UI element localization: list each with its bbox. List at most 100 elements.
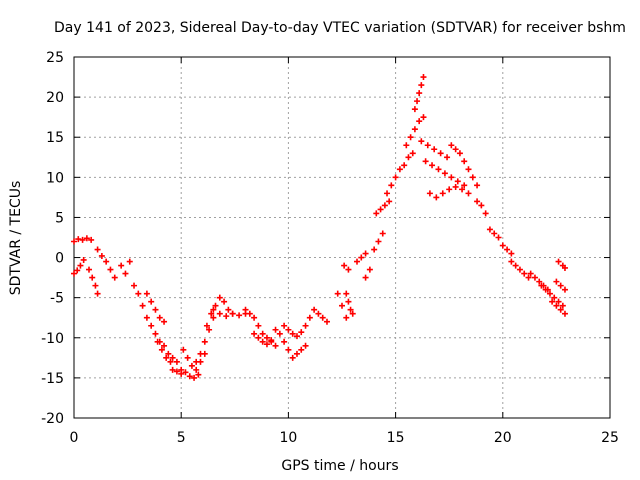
- data-point: [259, 338, 266, 345]
- series-arc-ad: [426, 183, 472, 201]
- data-point: [161, 342, 168, 349]
- series-arc-h: [154, 338, 174, 365]
- data-point: [319, 314, 326, 321]
- data-point: [154, 338, 161, 345]
- data-point: [392, 174, 399, 181]
- data-point: [75, 236, 82, 243]
- data-point: [206, 326, 213, 333]
- data-point: [94, 246, 101, 253]
- y-tick-label: 0: [55, 251, 64, 267]
- data-point: [191, 374, 198, 381]
- x-tick-label: 5: [177, 430, 186, 446]
- data-point: [122, 270, 129, 277]
- series-arc-ac: [422, 158, 468, 189]
- data-point: [94, 290, 101, 297]
- data-point: [158, 346, 165, 353]
- data-point: [381, 202, 388, 209]
- tick-marks: [73, 56, 611, 419]
- data-point: [516, 266, 523, 273]
- data-point: [512, 262, 519, 269]
- data-point: [531, 274, 538, 281]
- data-point: [557, 282, 564, 289]
- series-arc-u: [343, 290, 356, 317]
- grid: [74, 57, 610, 418]
- data-point: [426, 190, 433, 197]
- data-point: [465, 166, 472, 173]
- y-tick-label: -10: [41, 331, 64, 347]
- data-point: [111, 274, 118, 281]
- data-point: [407, 134, 414, 141]
- series-arc-q: [281, 314, 313, 340]
- plot-frame: [73, 56, 611, 419]
- y-tick-label: -5: [50, 291, 64, 307]
- series-arc-g: [143, 290, 168, 325]
- series-arc-v: [354, 250, 369, 265]
- data-point: [71, 238, 77, 245]
- data-point: [212, 302, 219, 309]
- y-tick-label: 25: [46, 50, 64, 66]
- data-point: [334, 290, 341, 297]
- series-arc-d: [94, 246, 118, 281]
- data-point: [358, 254, 365, 261]
- data-point: [225, 306, 232, 313]
- data-point: [188, 362, 195, 369]
- data-point: [386, 198, 393, 205]
- data-point: [263, 341, 270, 348]
- data-point: [429, 162, 436, 169]
- data-point: [193, 366, 200, 373]
- data-point: [152, 330, 159, 337]
- data-point: [420, 74, 427, 81]
- data-point: [285, 346, 292, 353]
- data-point: [349, 310, 356, 317]
- series-arc-am: [553, 278, 568, 293]
- data-point: [255, 322, 262, 329]
- y-tick-label: 15: [46, 130, 64, 146]
- series-arc-ah: [508, 258, 532, 281]
- data-point: [79, 236, 86, 243]
- data-point: [362, 274, 369, 281]
- series-arc-aa: [411, 74, 427, 113]
- data-point: [551, 294, 558, 301]
- data-point: [411, 126, 418, 133]
- data-point: [71, 270, 77, 277]
- data-point: [195, 371, 202, 378]
- data-point: [561, 286, 568, 293]
- data-point: [452, 183, 459, 190]
- y-axis-label: SDTVAR / TECUs: [8, 181, 24, 296]
- data-point: [242, 306, 249, 313]
- data-point: [107, 266, 114, 273]
- data-point: [203, 322, 210, 329]
- data-point: [508, 258, 515, 265]
- data-point: [345, 266, 352, 273]
- data-point: [525, 274, 532, 281]
- series-arc-s: [334, 290, 350, 321]
- data-point: [182, 369, 189, 376]
- data-point: [210, 306, 217, 313]
- x-tick-labels: 0 5 10 15 20 25: [70, 430, 619, 446]
- series-arc-i: [169, 366, 202, 381]
- data-point: [298, 329, 305, 336]
- data-point: [92, 282, 99, 289]
- series-arc-ak: [549, 298, 568, 317]
- y-tick-label: 5: [55, 210, 64, 226]
- data-point: [80, 256, 87, 263]
- data-point: [396, 166, 403, 173]
- data-point: [454, 178, 461, 185]
- series-arc-x: [373, 198, 393, 217]
- data-point: [293, 333, 300, 340]
- data-point: [469, 174, 476, 181]
- data-point: [289, 330, 296, 337]
- data-point: [323, 318, 330, 325]
- data-point: [251, 314, 258, 321]
- data-point: [343, 290, 350, 297]
- data-point: [478, 202, 485, 209]
- series-arc-ab: [418, 138, 451, 161]
- data-point: [341, 262, 348, 269]
- data-point: [161, 318, 168, 325]
- data-point: [148, 322, 155, 329]
- series-arc-y: [384, 150, 416, 197]
- data-point: [88, 236, 95, 243]
- data-point: [255, 334, 262, 341]
- data-point: [452, 146, 459, 153]
